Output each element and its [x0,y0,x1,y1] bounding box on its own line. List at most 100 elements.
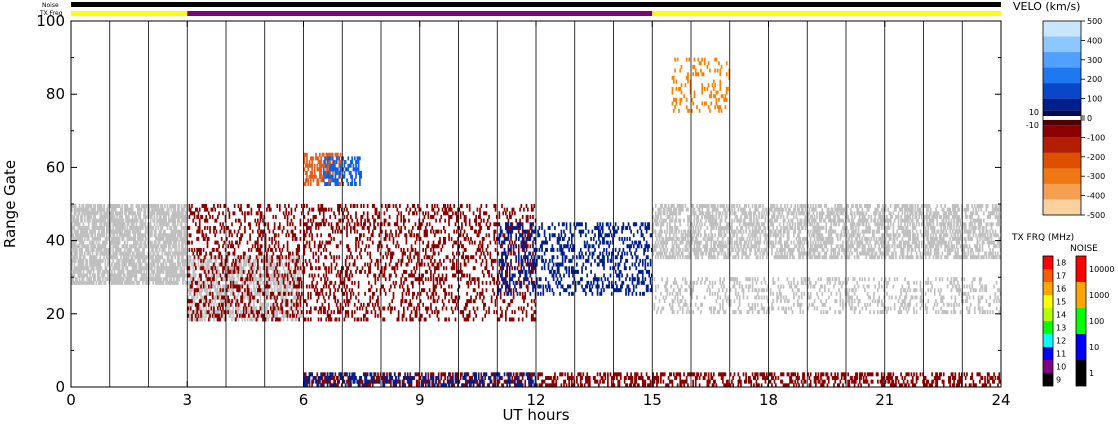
scatter-cell [71,233,73,238]
scatter-cell [702,244,705,249]
scatter-cell [302,306,304,311]
scatter-cell [813,229,816,234]
scatter-cell [173,251,175,256]
scatter-cell [967,229,970,234]
scatter-cell [183,240,186,245]
scatter-cell [958,240,961,245]
scatter-cell [929,251,932,256]
scatter-cell [808,302,811,307]
scatter-cell [152,225,155,230]
scatter-cell [151,262,153,267]
scatter-cell [250,280,253,285]
scatter-cell [92,247,95,252]
scatter-cell [820,236,822,241]
scatter-cell [116,236,118,241]
scatter-cell [209,258,211,263]
scatter-cell [276,288,279,293]
scatter-cell [706,247,709,252]
scatter-cell [129,269,131,274]
scatter-cell [718,240,720,245]
scatter-cell [945,211,948,216]
scatter-cell [299,306,302,311]
scatter-cell [91,266,94,271]
scatter-cell [123,222,126,227]
scatter-cell [253,273,255,278]
scatter-cell [949,229,952,234]
scatter-cell [768,244,771,249]
scatter-cell [927,240,930,245]
scatter-cell [86,207,89,212]
scatter-cell [290,302,293,307]
scatter-cell [842,211,844,216]
scatter-cell [192,273,195,278]
scatter-cell [284,288,286,293]
scatter-cell [966,207,968,212]
scatter-cell [737,207,740,212]
scatter-cell [189,277,192,282]
scatter-cell [80,255,82,260]
scatter-cell [951,244,954,249]
scatter-cell [264,258,267,263]
scatter-cell [109,247,112,252]
scatter-cell [936,236,939,241]
scatter-cell [76,247,78,252]
scatter-cell [136,211,139,216]
scatter-cell [78,247,81,252]
scatter-cell [989,229,992,234]
scatter-cell [732,277,735,282]
scatter-cell [765,211,768,216]
scatter-cell [861,214,864,219]
scatter-cell [867,229,870,234]
scatter-cell [910,247,913,252]
scatter-cell [740,229,742,234]
scatter-cell [226,295,228,300]
scatter-cell [82,280,85,285]
scatter-cell [917,244,919,249]
scatter-cell [815,247,817,252]
scatter-cell [793,214,795,219]
scatter-cell [81,251,84,256]
scatter-cell [176,204,179,208]
scatter-cell [856,211,859,216]
scatter-cell [800,247,803,252]
scatter-cell [672,251,675,256]
scatter-cell [893,247,896,252]
scatter-cell [789,222,791,227]
scatter-cell [118,258,121,263]
scatter-cell [85,258,87,263]
scatter-cell [818,244,821,249]
scatter-cell [280,310,282,315]
scatter-cell [679,299,682,304]
scatter-cell [665,218,667,223]
scatter-cell [911,233,914,238]
scatter-cell [113,255,116,260]
scatter-cell [232,299,235,304]
scatter-cell [654,244,657,249]
scatter-cell [169,273,171,278]
scatter-cell [161,266,164,271]
scatter-cell [295,295,298,300]
scatter-cell [165,222,167,227]
scatter-cell [665,244,667,249]
scatter-cell [299,273,302,278]
scatter-cell [941,207,944,212]
scatter-cell [798,244,800,249]
scatter-cell [174,262,177,267]
scatter-cell [144,277,147,282]
scatter-cell [970,247,972,252]
scatter-cell [652,214,654,219]
scatter-cell [158,277,161,282]
scatter-cell [674,211,676,216]
scatter-cell [176,233,179,238]
scatter-cell [815,244,817,249]
scatter-cell [98,258,100,263]
scatter-cell [773,244,776,249]
scatter-cell [663,247,666,252]
scatter-cell [768,207,771,212]
scatter-cell [188,280,191,285]
scatter-cell [663,204,666,208]
scatter-cell [98,244,100,249]
scatter-cell [166,236,169,241]
scatter-cell [796,218,799,223]
scatter-cell [981,236,984,241]
